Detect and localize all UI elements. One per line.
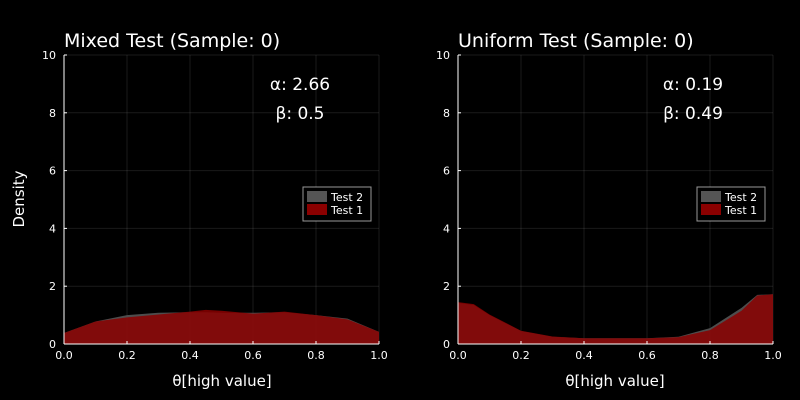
right-legend-swatch-test2 xyxy=(701,191,721,202)
right-y-tick-label: 4 xyxy=(443,222,450,235)
right-panel: Uniform Test (Sample: 0) 0.0 0.2 0.4 0.6 0.8… xyxy=(436,30,782,390)
left-legend-swatch-test1 xyxy=(307,204,327,215)
right-x-tick-label: 0.2 xyxy=(512,349,530,362)
right-x-tick-label: 0.4 xyxy=(575,349,593,362)
right-x-axis-label: θ[high value] xyxy=(565,372,664,390)
left-x-axis-label: θ[high value] xyxy=(172,372,271,390)
left-x-tick-label: 0.4 xyxy=(181,349,199,362)
left-legend-label-test1: Test 1 xyxy=(330,204,363,217)
left-panel: Mixed Test (Sample: 0) 0.0 0.2 0.4 0.6 0.8 1.… xyxy=(10,30,388,390)
left-x-tick-label: 1.0 xyxy=(370,349,388,362)
right-y-tick-label: 8 xyxy=(443,107,450,120)
right-x-tick-label: 0.0 xyxy=(449,349,467,362)
left-x-tick-label: 0.6 xyxy=(244,349,262,362)
left-x-tick-label: 0.0 xyxy=(55,349,73,362)
left-x-tick-label: 0.8 xyxy=(307,349,325,362)
left-y-tick-label: 8 xyxy=(49,107,56,120)
right-plot-area: 0.0 0.2 0.4 0.6 0.8 1.0 0 2 4 6 8 10 xyxy=(436,49,782,362)
left-y-tick-label: 0 xyxy=(49,338,56,351)
left-y-tick-label: 2 xyxy=(49,280,56,293)
right-legend: Test 2 Test 1 xyxy=(696,186,766,222)
right-legend-label-test1: Test 1 xyxy=(724,204,757,217)
right-x-tick-label: 0.8 xyxy=(701,349,719,362)
left-beta-annotation: β: 0.5 xyxy=(275,104,324,124)
left-x-tick-label: 0.2 xyxy=(118,349,136,362)
left-plot-area: 0.0 0.2 0.4 0.6 0.8 1.0 0 2 4 6 8 10 xyxy=(42,49,388,362)
right-y-tick-label: 6 xyxy=(443,165,450,178)
right-legend-swatch-test1 xyxy=(701,204,721,215)
right-beta-annotation: β: 0.49 xyxy=(663,104,723,124)
right-y-tick-label: 0 xyxy=(443,338,450,351)
right-area-test1 xyxy=(458,294,773,344)
left-y-tick-label: 6 xyxy=(49,165,56,178)
right-legend-label-test2: Test 2 xyxy=(724,191,757,204)
left-y-axis-label: Density xyxy=(10,170,28,227)
right-chart-title: Uniform Test (Sample: 0) xyxy=(458,30,694,52)
left-y-tick-label: 4 xyxy=(49,222,56,235)
left-legend-label-test2: Test 2 xyxy=(330,191,363,204)
right-alpha-annotation: α: 0.19 xyxy=(663,75,723,95)
right-x-tick-label: 0.6 xyxy=(638,349,656,362)
left-y-tick-label: 10 xyxy=(42,49,56,62)
right-y-tick-label: 2 xyxy=(443,280,450,293)
left-legend: Test 2 Test 1 xyxy=(302,186,372,222)
right-y-tick-label: 10 xyxy=(436,49,450,62)
left-chart-title: Mixed Test (Sample: 0) xyxy=(64,30,280,52)
left-area-test1 xyxy=(64,309,379,344)
left-legend-swatch-test2 xyxy=(307,191,327,202)
right-x-tick-label: 1.0 xyxy=(764,349,782,362)
left-alpha-annotation: α: 2.66 xyxy=(270,75,330,95)
